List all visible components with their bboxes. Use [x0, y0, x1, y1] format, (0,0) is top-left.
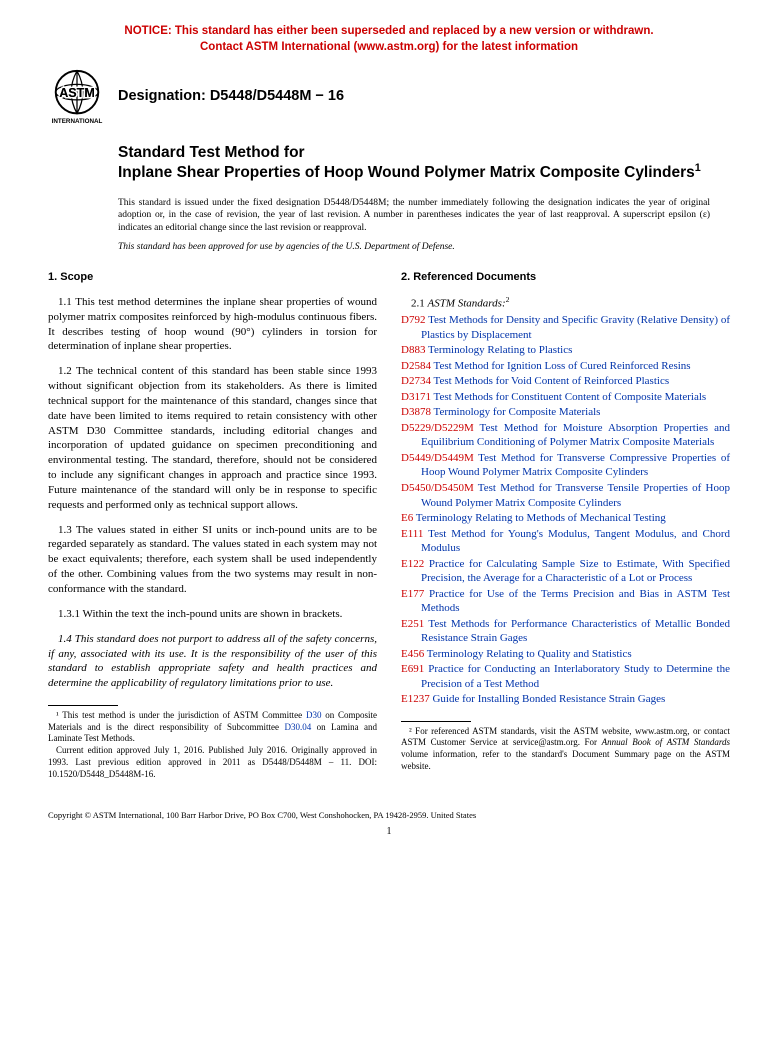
- ref-code[interactable]: E177: [401, 588, 424, 600]
- ref-code[interactable]: D3878: [401, 406, 431, 418]
- ref-item[interactable]: E111 Test Method for Young's Modulus, Ta…: [401, 527, 730, 556]
- ref-code[interactable]: D3171: [401, 391, 431, 403]
- ref-item[interactable]: E1237 Guide for Installing Bonded Resist…: [401, 692, 730, 707]
- ref-code[interactable]: D5229/D5229M: [401, 422, 474, 434]
- ref-code[interactable]: E691: [401, 663, 424, 675]
- ref-title[interactable]: Practice for Use of the Terms Precision …: [421, 588, 730, 615]
- ref-code[interactable]: E251: [401, 618, 424, 630]
- designation: Designation: D5448/D5448M − 16: [118, 88, 344, 104]
- title-line1: Standard Test Method for: [118, 143, 730, 162]
- footnote-1a: ¹ This test method is under the jurisdic…: [48, 710, 377, 745]
- astm-logo: ASTM ASTM INTERNATIONAL: [48, 67, 106, 125]
- scope-p1: 1.1 This test method determines the inpl…: [48, 295, 377, 354]
- ref-code[interactable]: E122: [401, 558, 424, 570]
- refdocs-heading: 2. Referenced Documents: [401, 270, 730, 285]
- scope-p4: 1.4 This standard does not purport to ad…: [48, 632, 377, 691]
- title-block: Standard Test Method for Inplane Shear P…: [118, 143, 730, 183]
- scope-p31: 1.3.1 Within the text the inch-pound uni…: [48, 607, 377, 622]
- ref-code[interactable]: E111: [401, 528, 423, 540]
- ref-item[interactable]: E251 Test Methods for Performance Charac…: [401, 617, 730, 646]
- ref-title[interactable]: Test Methods for Void Content of Reinfor…: [431, 375, 669, 387]
- svg-text:INTERNATIONAL: INTERNATIONAL: [52, 118, 103, 125]
- footnote-rule-right: [401, 721, 471, 722]
- ref-item[interactable]: E456 Terminology Relating to Quality and…: [401, 647, 730, 662]
- ref-code[interactable]: D792: [401, 314, 425, 326]
- ref-title[interactable]: Test Methods for Performance Characteris…: [421, 618, 730, 645]
- ref-item[interactable]: D2584 Test Method for Ignition Loss of C…: [401, 359, 730, 374]
- ref-item[interactable]: E6 Terminology Relating to Methods of Me…: [401, 511, 730, 526]
- dod-note: This standard has been approved for use …: [118, 242, 730, 252]
- ref-code[interactable]: D5449/D5449M: [401, 452, 474, 464]
- scope-heading: 1. Scope: [48, 270, 377, 285]
- refdocs-sub: 2.1 ASTM Standards:2: [401, 295, 730, 312]
- right-column: 2. Referenced Documents 2.1 ASTM Standar…: [401, 270, 730, 780]
- ref-title[interactable]: Terminology Relating to Plastics: [425, 344, 572, 356]
- scope-p2: 1.2 The technical content of this standa…: [48, 364, 377, 512]
- ref-item[interactable]: E177 Practice for Use of the Terms Preci…: [401, 587, 730, 616]
- footnote-rule-left: [48, 705, 118, 706]
- ref-code[interactable]: D883: [401, 344, 425, 356]
- link-d30[interactable]: D30: [306, 710, 322, 720]
- ref-title[interactable]: Practice for Conducting an Interlaborato…: [421, 663, 730, 690]
- ref-code[interactable]: D2734: [401, 375, 431, 387]
- ref-title[interactable]: Terminology Relating to Methods of Mecha…: [413, 512, 666, 524]
- ref-item[interactable]: D883 Terminology Relating to Plastics: [401, 343, 730, 358]
- ref-item[interactable]: D3878 Terminology for Composite Material…: [401, 405, 730, 420]
- ref-item[interactable]: E122 Practice for Calculating Sample Siz…: [401, 557, 730, 586]
- ref-item[interactable]: D5449/D5449M Test Method for Transverse …: [401, 451, 730, 480]
- ref-code[interactable]: E6: [401, 512, 413, 524]
- ref-item[interactable]: D792 Test Methods for Density and Specif…: [401, 313, 730, 342]
- header-row: ASTM ASTM INTERNATIONAL Designation: D54…: [48, 67, 730, 125]
- notice-banner: NOTICE: This standard has either been su…: [48, 24, 730, 55]
- ref-code[interactable]: D2584: [401, 360, 431, 372]
- ref-title[interactable]: Test Method for Ignition Loss of Cured R…: [431, 360, 691, 372]
- scope-p3: 1.3 The values stated in either SI units…: [48, 523, 377, 597]
- ref-title[interactable]: Test Methods for Constituent Content of …: [431, 391, 706, 403]
- ref-item[interactable]: D5450/D5450M Test Method for Transverse …: [401, 481, 730, 510]
- ref-title[interactable]: Guide for Installing Bonded Resistance S…: [430, 693, 666, 705]
- footnote-2: ² For referenced ASTM standards, visit t…: [401, 726, 730, 773]
- notice-line2: Contact ASTM International (www.astm.org…: [200, 41, 578, 53]
- ref-title[interactable]: Terminology for Composite Materials: [431, 406, 601, 418]
- ref-item[interactable]: D3171 Test Methods for Constituent Conte…: [401, 390, 730, 405]
- page: NOTICE: This standard has either been su…: [0, 0, 778, 857]
- ref-title[interactable]: Practice for Calculating Sample Size to …: [421, 558, 730, 585]
- ref-title[interactable]: Test Method for Young's Modulus, Tangent…: [421, 528, 730, 555]
- body-columns: 1. Scope 1.1 This test method determines…: [48, 270, 730, 780]
- ref-code[interactable]: E456: [401, 648, 424, 660]
- ref-title[interactable]: Test Methods for Density and Specific Gr…: [421, 314, 730, 341]
- left-column: 1. Scope 1.1 This test method determines…: [48, 270, 377, 780]
- page-number: 1: [48, 826, 730, 837]
- ref-title[interactable]: Terminology Relating to Quality and Stat…: [424, 648, 631, 660]
- link-d3004[interactable]: D30.04: [284, 722, 311, 732]
- ref-item[interactable]: D5229/D5229M Test Method for Moisture Ab…: [401, 421, 730, 450]
- ref-code[interactable]: E1237: [401, 693, 430, 705]
- copyright: Copyright © ASTM International, 100 Barr…: [48, 810, 730, 820]
- ref-item[interactable]: E691 Practice for Conducting an Interlab…: [401, 662, 730, 691]
- ref-item[interactable]: D2734 Test Methods for Void Content of R…: [401, 374, 730, 389]
- issue-note: This standard is issued under the fixed …: [118, 197, 710, 234]
- svg-text:ASTM: ASTM: [59, 86, 95, 100]
- ref-code[interactable]: D5450/D5450M: [401, 482, 474, 494]
- refs-list: D792 Test Methods for Density and Specif…: [401, 313, 730, 706]
- title-line2: Inplane Shear Properties of Hoop Wound P…: [118, 162, 730, 183]
- notice-line1: NOTICE: This standard has either been su…: [124, 25, 653, 37]
- footnote-1b: Current edition approved July 1, 2016. P…: [48, 745, 377, 780]
